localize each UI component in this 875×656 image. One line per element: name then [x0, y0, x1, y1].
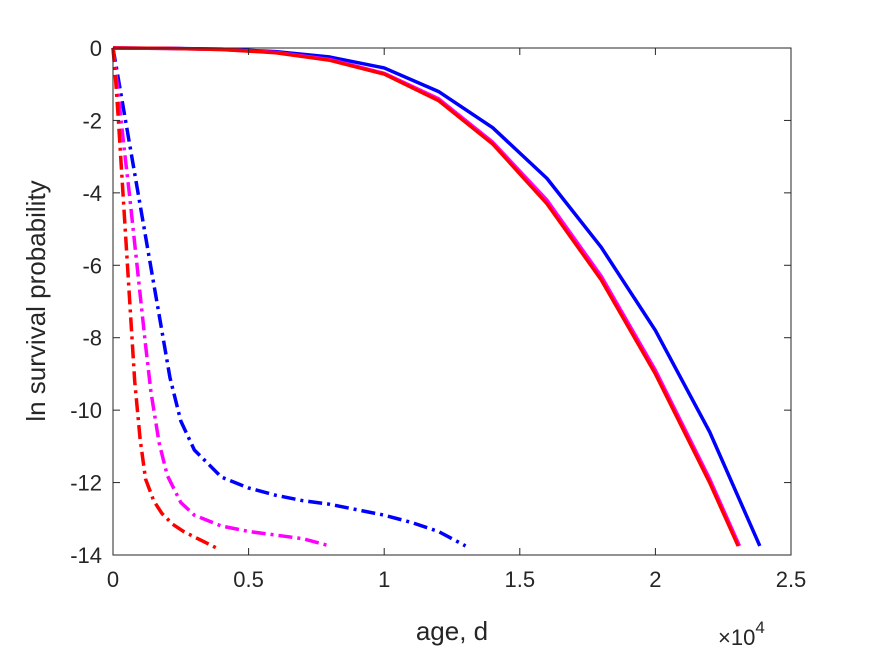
- series-line-6: [111, 47, 217, 550]
- plot-area-box: [112, 47, 792, 556]
- y-axis-label: ln survival probability: [21, 180, 51, 421]
- x-axis-exponent-power: 4: [755, 618, 764, 637]
- x-axis-exponent-base: ×10: [718, 625, 755, 650]
- x-axis-ticks: 0 0.5 1 1.5 2 2.5: [107, 48, 806, 592]
- y-tick-label: -4: [82, 181, 102, 206]
- y-tick-label: -8: [82, 326, 102, 351]
- y-tick-label: -14: [70, 543, 102, 568]
- x-tick-label: 0.5: [233, 567, 264, 592]
- series-line-3: [112, 46, 740, 547]
- series-line-5: [111, 47, 331, 548]
- x-axis-label: age, d: [416, 616, 488, 646]
- x-tick-label: 0: [107, 567, 119, 592]
- y-tick-label: -12: [70, 471, 102, 496]
- x-tick-label: 2: [649, 567, 661, 592]
- x-tick-label: 1.5: [505, 567, 536, 592]
- y-tick-label: -2: [82, 108, 102, 133]
- y-tick-label: -10: [70, 398, 102, 423]
- x-axis-exponent: ×104: [718, 618, 765, 650]
- y-axis-ticks: 0 -2 -4 -6 -8 -10 -12 -14: [70, 36, 791, 568]
- plot-series: [111, 46, 762, 550]
- y-tick-label: -6: [82, 253, 102, 278]
- x-tick-label: 2.5: [776, 567, 807, 592]
- y-tick-label: 0: [90, 36, 102, 61]
- x-tick-label: 1: [378, 567, 390, 592]
